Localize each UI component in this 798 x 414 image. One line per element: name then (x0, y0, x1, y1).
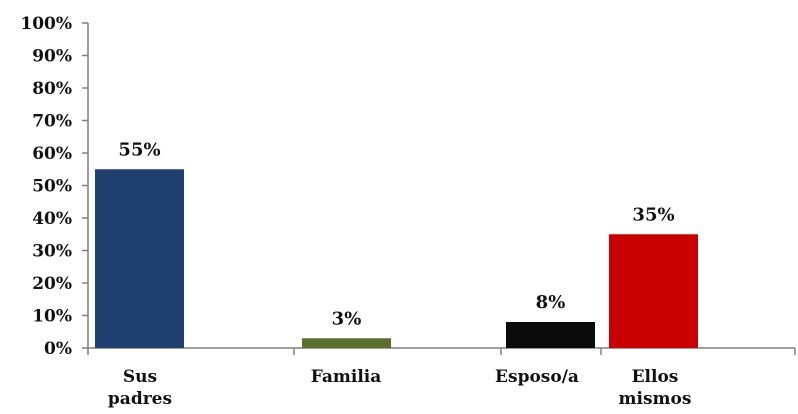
category-label: Sus (123, 367, 157, 387)
y-axis: 0% 10% 20% 30% 40% 50% 60% 70% 80% 90% 100% (20, 14, 89, 359)
category-label: padres (108, 389, 172, 409)
bar (95, 169, 184, 348)
y-tick-label: 0% (44, 339, 72, 359)
y-tick-label: 60% (32, 144, 72, 164)
category-label: Familia (311, 367, 382, 387)
y-tick-label: 80% (32, 79, 72, 99)
bar (302, 338, 391, 348)
category-label: Esposo/a (495, 367, 579, 387)
bars (95, 169, 698, 348)
y-tick-label: 10% (32, 307, 72, 327)
y-tick-label: 70% (32, 112, 72, 132)
bar-data-label: 8% (536, 292, 566, 313)
data-labels: 55% 3% 8% 35% (118, 139, 674, 329)
category-label: mismos (619, 389, 692, 409)
y-tick-label: 50% (32, 177, 72, 197)
bar-data-label: 35% (632, 204, 674, 225)
bar-data-label: 3% (332, 308, 362, 329)
category-label: Ellos (632, 367, 679, 387)
bar (609, 234, 698, 348)
bar (506, 322, 595, 348)
bar-data-label: 55% (118, 139, 160, 160)
y-tick-label: 90% (32, 47, 72, 67)
y-tick-label: 20% (32, 274, 72, 294)
y-tick-label: 30% (32, 242, 72, 262)
x-axis (87, 347, 796, 355)
y-tick-label: 100% (20, 14, 72, 34)
y-tick-label: 40% (32, 209, 72, 229)
